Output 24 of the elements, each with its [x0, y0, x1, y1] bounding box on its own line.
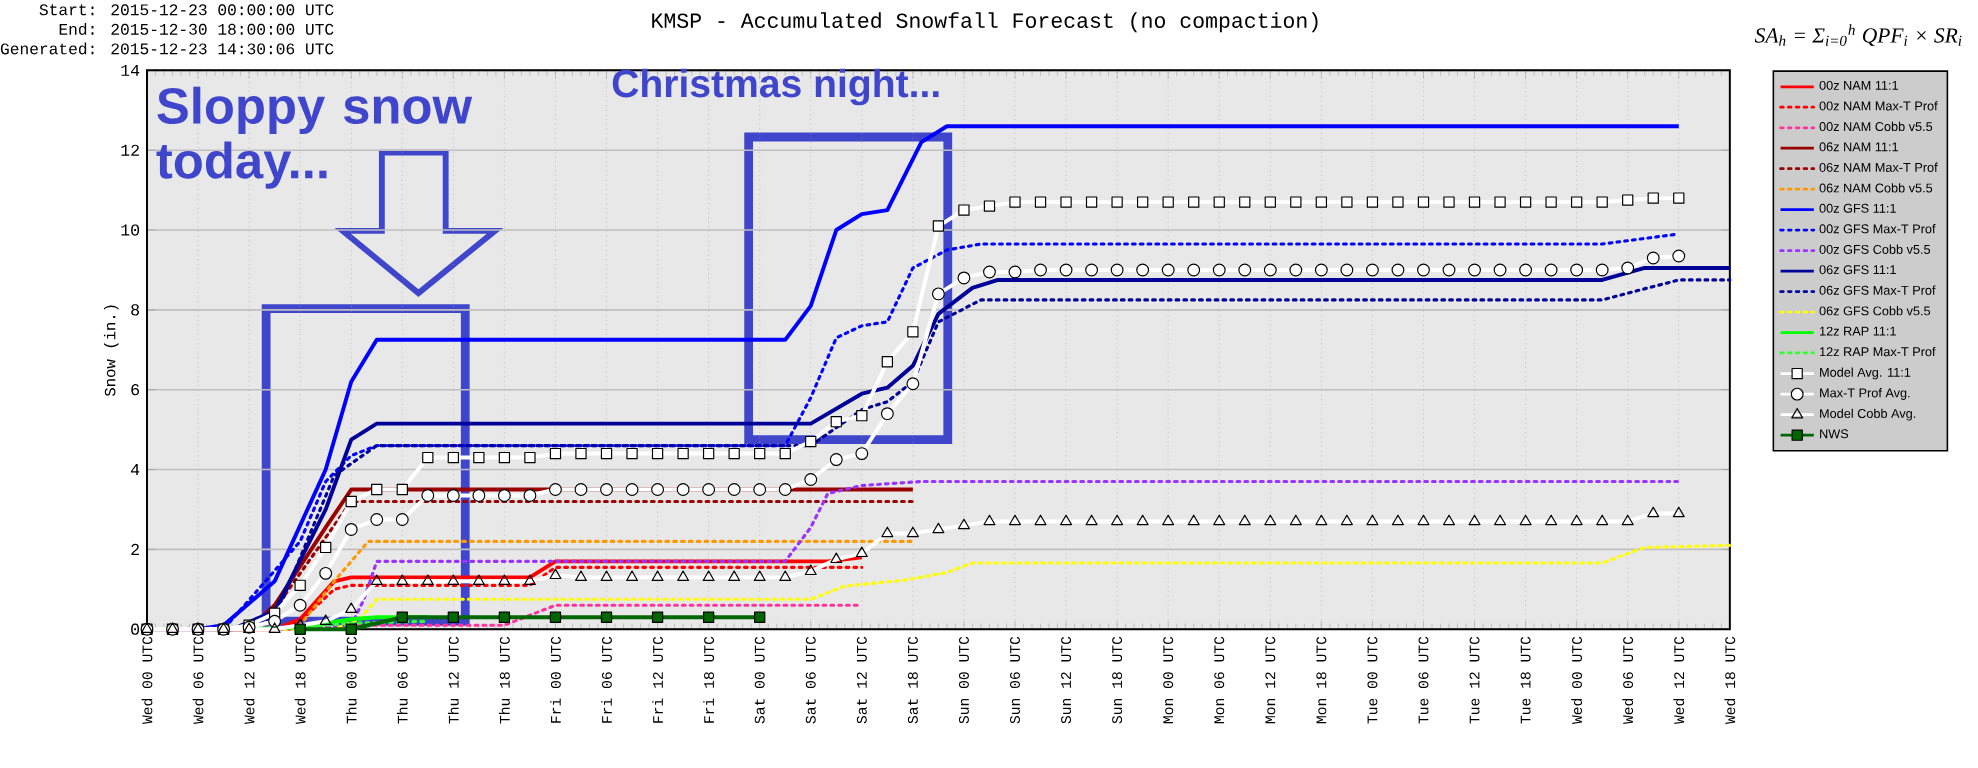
- y-tick-label: 10: [121, 224, 140, 236]
- point: [447, 611, 460, 623]
- point: [600, 611, 613, 623]
- text: SA$_{h}$ = Σ$_{i=0}$$^{h}$ QPF$_{i}$ × SR$_{i}$: [1754, 24, 1962, 46]
- annotation: Christmas night...: [612, 68, 939, 106]
- point: [396, 611, 408, 623]
- text: Start: 2015-12-23 00:00:00 UTC: [39, 4, 334, 16]
- point: [702, 611, 715, 623]
- text: Generated: 2015-12-23 14:30:06 UTC: [0, 42, 334, 55]
- point: [754, 611, 766, 623]
- y-tick-label: 12: [121, 144, 139, 156]
- y-tick-label: 8: [131, 304, 140, 316]
- y-tick-label: 4: [130, 464, 140, 476]
- point: [549, 611, 562, 623]
- point: [345, 623, 357, 635]
- y-tick-label: 14: [121, 64, 140, 76]
- point: [651, 611, 664, 623]
- chart-title: KMSP - Accumulated Snowfall Forecast (no compaction): [652, 12, 1318, 33]
- y-tick-label: 6: [131, 384, 140, 396]
- point: [498, 611, 511, 623]
- y-tick-label: 0: [131, 623, 140, 635]
- annotation: Sloppy snow today...: [156, 86, 473, 189]
- text: End: 2015-12-30 18:00:00 UTC: [59, 22, 334, 35]
- y-tick-label: 2: [131, 543, 139, 555]
